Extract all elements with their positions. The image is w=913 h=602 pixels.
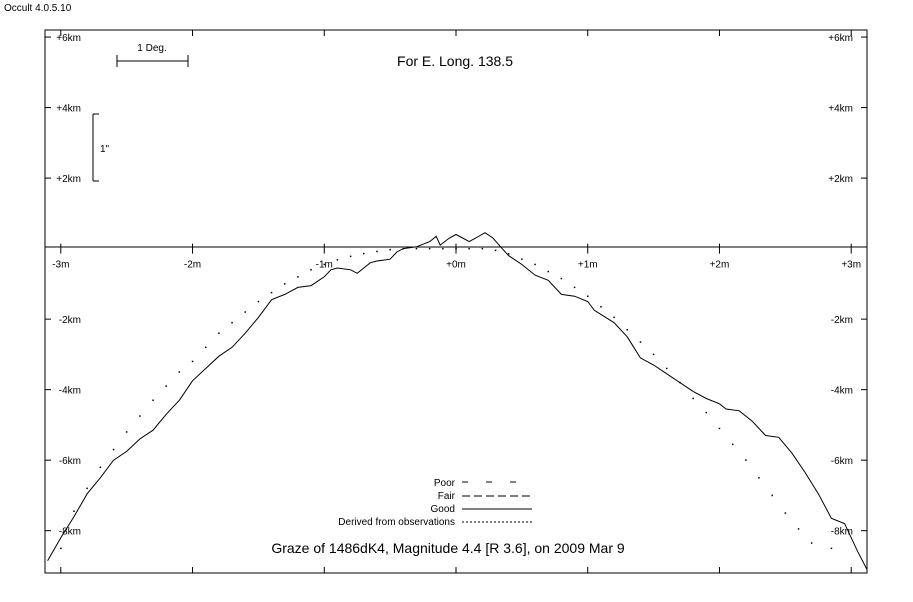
y-tick-label-right: +2km — [828, 174, 853, 185]
series-derived-point — [178, 371, 181, 373]
series-derived-point — [692, 397, 694, 400]
x-axis-ticks: -3m-2m-1m+0m+1m+2m+3m — [52, 30, 861, 573]
app-version-label: Occult 4.0.5.10 — [4, 3, 72, 14]
series-derived-point — [560, 277, 563, 280]
x-tick-label: -3m — [52, 260, 69, 271]
legend-label-fair: Fair — [438, 491, 456, 502]
series-derived-point — [284, 283, 286, 285]
series-derived-point — [639, 341, 642, 343]
series-good-line — [47, 232, 868, 570]
series-derived-point — [600, 306, 602, 308]
series-derived-point — [139, 415, 141, 417]
series-derived-point — [363, 252, 365, 255]
series-derived-point — [455, 247, 457, 250]
x-tick-label: +3m — [841, 260, 861, 271]
series-derived-point — [218, 332, 220, 334]
degree-scale-label: 1 Deg. — [137, 43, 166, 54]
legend: Poor Fair Good Derived from observations — [338, 478, 532, 528]
chart-subtitle: Graze of 1486dK4, Magnitude 4.4 [R 3.6],… — [271, 540, 625, 556]
series-derived-point — [415, 247, 418, 250]
x-tick-label: +0m — [446, 260, 466, 271]
series-derived-point — [112, 448, 115, 451]
series-derived-point — [125, 431, 128, 433]
x-tick-label: +1m — [578, 260, 598, 271]
series-derived-point — [613, 316, 615, 319]
series-derived-point — [270, 291, 273, 294]
series-derived-point — [244, 311, 246, 313]
series-derived-point — [231, 321, 233, 324]
series-derived-point — [389, 248, 391, 251]
series-derived-point — [494, 249, 497, 252]
series-derived-point — [297, 276, 299, 278]
series-derived-point — [626, 329, 628, 331]
y-tick-label-left: -4km — [59, 386, 81, 397]
series-derived-point — [468, 247, 470, 250]
y-tick-label-right: -6km — [831, 456, 853, 467]
series-derived-point — [534, 263, 536, 266]
series-derived-point — [323, 263, 325, 266]
series-derived-point — [165, 385, 167, 387]
y-tick-label-right: -2km — [831, 315, 853, 326]
series-derived-point — [257, 300, 260, 303]
series-derived-point — [679, 381, 681, 384]
series-derived-point — [191, 360, 194, 363]
legend-label-poor: Poor — [434, 478, 456, 489]
series-derived-point — [99, 466, 102, 468]
series-derived-point — [718, 427, 721, 430]
series-derived-point — [402, 247, 405, 250]
y-tick-label-left: -2km — [59, 315, 81, 326]
profile-series — [47, 232, 868, 570]
y-tick-label-left: -8km — [59, 527, 81, 538]
series-derived-point — [152, 399, 154, 401]
series-derived-point — [481, 247, 484, 250]
y-tick-label-right: +6km — [828, 33, 853, 44]
y-tick-label-left: -6km — [59, 456, 81, 467]
series-derived-point — [784, 512, 787, 514]
y-tick-label-left: +6km — [56, 33, 81, 44]
y-axis-ticks: +6km +6km +4km +4km +2km +2km -2km -2km -4km -4km… — [45, 33, 867, 538]
series-derived-point — [310, 269, 312, 271]
plot-frame — [44, 29, 868, 574]
y-tick-label-right: -4km — [831, 386, 853, 397]
series-derived-point — [666, 367, 668, 370]
x-tick-label: -2m — [184, 260, 201, 271]
series-derived-point — [758, 477, 760, 479]
series-derived-point — [587, 295, 589, 297]
series-derived-point — [521, 258, 523, 260]
series-derived-point — [336, 259, 339, 261]
series-derived-point — [810, 542, 813, 544]
series-derived-point — [86, 487, 88, 490]
series-derived-point — [205, 346, 207, 349]
legend-label-good: Good — [431, 504, 455, 515]
y-tick-label-left: +4km — [56, 104, 81, 115]
series-derived-point — [349, 255, 352, 258]
series-derived-point — [547, 270, 549, 273]
series-derived-point — [428, 247, 431, 250]
series-derived-point — [745, 459, 747, 461]
arcsec-scale-bar: 1" — [92, 113, 110, 182]
series-derived-point — [442, 247, 444, 250]
legend-label-derived: Derived from observations — [338, 517, 455, 528]
y-tick-label-right: +4km — [828, 104, 853, 115]
series-derived-point — [60, 547, 62, 550]
y-tick-label-right: -8km — [831, 527, 853, 538]
x-tick-label: +2m — [710, 260, 730, 271]
series-derived-point — [705, 411, 707, 414]
series-derived-point — [507, 253, 510, 255]
series-derived-point — [376, 250, 378, 253]
chart-title: For E. Long. 138.5 — [397, 53, 513, 69]
series-derived-point — [797, 528, 800, 530]
series-derived-point — [73, 510, 75, 512]
series-derived-point — [830, 547, 833, 550]
degree-scale-bar: 1 Deg. — [116, 43, 189, 67]
y-tick-label-left: +2km — [56, 174, 81, 185]
series-derived-point — [573, 286, 576, 289]
series-derived-point — [771, 494, 773, 497]
series-derived-point — [731, 443, 734, 446]
arcsec-scale-label: 1" — [100, 144, 110, 155]
series-derived-point — [652, 353, 655, 356]
